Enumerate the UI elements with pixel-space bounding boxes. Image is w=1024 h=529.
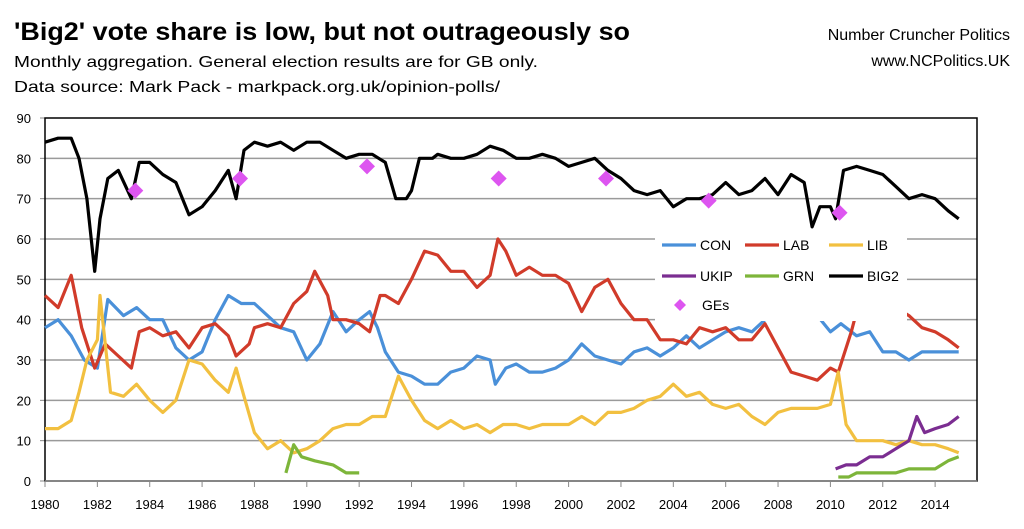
x-tick-label: 2002 <box>606 497 635 512</box>
legend-label-ges: GEs <box>702 297 729 313</box>
x-tick-label: 2010 <box>816 497 845 512</box>
legend-label-con: CON <box>700 237 731 253</box>
data-source: Data source: Mark Pack - markpack.org.uk… <box>14 79 501 96</box>
series-line-grn <box>284 443 960 479</box>
x-tick-label: 1986 <box>188 497 217 512</box>
legend-label-ukip: UKIP <box>700 268 733 284</box>
y-tick-label: 40 <box>17 313 31 328</box>
x-tick-label: 2006 <box>711 497 740 512</box>
chart-subtitle: Monthly aggregation. General election re… <box>14 54 538 71</box>
series-lines <box>43 136 960 479</box>
x-tick-label: 1996 <box>449 497 478 512</box>
y-tick-label: 70 <box>17 192 31 207</box>
y-tick-label: 50 <box>17 272 31 287</box>
gridlines <box>45 157 977 442</box>
series-line-lab <box>43 237 960 382</box>
y-tick-label: 10 <box>17 434 31 449</box>
x-tick-label: 1988 <box>240 497 269 512</box>
y-tick-label: 20 <box>17 393 31 408</box>
ge-marker <box>359 158 376 175</box>
ge-marker <box>490 170 507 187</box>
legend: CON LAB LIB UKIP GRN BIG2 GEs <box>655 231 907 321</box>
x-tick-label: 2008 <box>764 497 793 512</box>
ge-marker <box>598 170 615 187</box>
x-tick-label: 1990 <box>292 497 321 512</box>
legend-box <box>655 231 907 321</box>
legend-label-grn: GRN <box>783 268 814 284</box>
x-tick-label: 1984 <box>135 497 164 512</box>
brand-name: Number Cruncher Politics <box>828 27 1010 44</box>
x-tick-label: 1982 <box>83 497 112 512</box>
ge-marker <box>127 182 144 199</box>
ge-marker <box>831 204 848 221</box>
legend-label-big2: BIG2 <box>867 268 899 284</box>
x-tick-label: 1992 <box>345 497 374 512</box>
x-tick-label: 1994 <box>397 497 426 512</box>
x-tick-label: 1980 <box>31 497 60 512</box>
series-line-ukip <box>835 414 960 471</box>
legend-label-lab: LAB <box>783 237 809 253</box>
x-tick-label: 1998 <box>502 497 531 512</box>
brand-url: www.NCPolitics.UK <box>870 53 1010 70</box>
ge-marker <box>232 170 249 187</box>
x-tick-label: 2014 <box>921 497 950 512</box>
y-tick-label: 30 <box>17 353 31 368</box>
legend-label-lib: LIB <box>867 237 888 253</box>
x-tick-label: 2012 <box>868 497 897 512</box>
series-line-lib <box>45 293 960 455</box>
legend-swatch-ges <box>674 299 686 311</box>
series-line-big2 <box>44 136 960 273</box>
axes: 0 10 20 30 40 50 60 70 80 90 1980 1982 1984 1986 1988 1… <box>17 111 978 512</box>
y-tick-label: 80 <box>17 151 31 166</box>
y-tick-label: 60 <box>17 232 31 247</box>
ge-markers <box>127 158 848 221</box>
chart-title: 'Big2' vote share is low, but not outrag… <box>14 18 630 46</box>
x-tick-label: 2004 <box>659 497 688 512</box>
y-tick-label: 0 <box>24 474 31 489</box>
x-tick-label: 2000 <box>554 497 583 512</box>
ge-marker <box>700 192 717 209</box>
y-tick-label: 90 <box>17 111 31 126</box>
